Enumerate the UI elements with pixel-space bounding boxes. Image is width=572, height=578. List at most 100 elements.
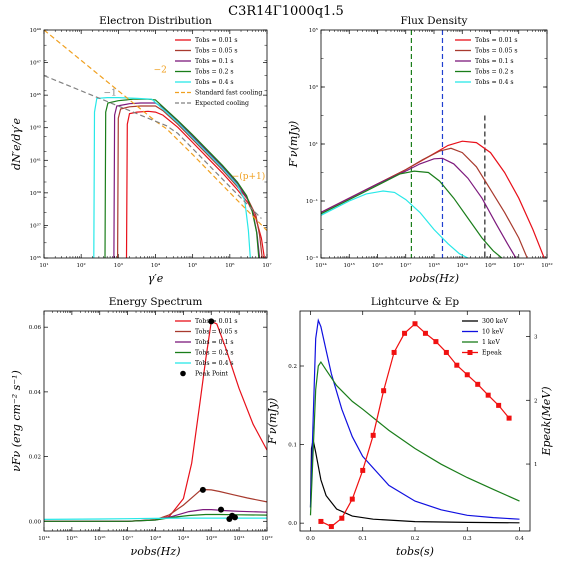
y-tick-label: 10³⁵	[30, 255, 41, 262]
y-tick-label: 10³⁹	[30, 190, 42, 197]
plot-area	[44, 318, 267, 523]
x-tick-label: 10¹⁸	[428, 262, 440, 269]
series-marker	[391, 349, 397, 355]
legend-label: Peak Point	[195, 371, 229, 378]
legend-label: Tobs = 0.1 s	[195, 58, 234, 65]
peak-point	[231, 514, 238, 521]
series-line	[117, 105, 263, 258]
x-tick-label: 10¹⁹	[178, 535, 190, 542]
plot-area	[44, 30, 267, 258]
y-axis-label: F′ν(mJy)	[287, 121, 300, 168]
y2-tick-label: 1	[534, 462, 538, 468]
peak-point	[208, 318, 215, 325]
x-tick-label: 10¹⁹	[457, 262, 469, 269]
x-tick-label: 0.3	[463, 536, 472, 542]
y-tick-label: 10⁴⁹	[30, 27, 42, 34]
legend-label: Tobs = 0.05 s	[195, 48, 238, 55]
x-tick-label: 10⁵	[188, 262, 197, 269]
series-marker	[381, 388, 387, 394]
series-line	[309, 439, 520, 524]
series-line	[320, 322, 510, 528]
series-line	[309, 361, 520, 516]
legend-label: 10 keV	[482, 329, 504, 336]
panel-title: Energy Spectrum	[109, 296, 203, 308]
series-line	[321, 190, 469, 258]
panel-energy: Energy Spectrum 10¹⁴ 10¹⁵ 10¹⁶ 10¹⁷ 10¹⁸ 10¹⁹ 1…	[10, 296, 273, 558]
x-axis-label: γ′e	[148, 272, 164, 285]
legend-label: Tobs = 0.2 s	[195, 350, 234, 357]
legend-label: Tobs = 0.2 s	[475, 69, 514, 76]
panel-flux: Flux Density 10¹⁴ 10¹⁵ 10¹⁶ 10¹⁷ 10¹⁸ 10¹⁹ 10²⁰…	[287, 15, 553, 285]
y-tick-label: 0.00	[29, 519, 42, 525]
series-marker	[339, 515, 345, 521]
annotation-label: −1	[103, 88, 116, 98]
x-axis-label: νobs(Hz)	[131, 545, 181, 558]
x-tick-label: 10¹⁵	[344, 262, 355, 269]
series-line	[104, 98, 260, 258]
legend-label: 300 keV	[482, 318, 508, 325]
x-tick-label: 10¹⁶	[372, 262, 384, 269]
x-tick-label: 10⁶	[225, 262, 235, 269]
axes-frame	[299, 310, 531, 532]
y-tick-label: 0.0	[288, 521, 297, 527]
annotation-label: −(p+1)	[232, 171, 266, 182]
y-tick-label: 10⁴⁷	[30, 60, 42, 67]
series-marker	[506, 415, 512, 421]
legend-label: Tobs = 0.01 s	[195, 318, 238, 325]
series-line	[321, 147, 528, 258]
series-marker	[496, 402, 502, 408]
series-line	[321, 170, 503, 258]
y-tick-label: 10⁻¹	[306, 198, 318, 205]
y-axis-label: F′ν(mJy)	[266, 398, 279, 445]
y-tick-label: 10³⁷	[30, 222, 42, 229]
legend-label: Tobs = 0.4 s	[195, 79, 234, 86]
series-marker	[349, 496, 355, 502]
y-tick-label: 0.02	[29, 455, 41, 461]
axes-frame	[320, 29, 548, 259]
legend-marker	[180, 370, 186, 377]
x-tick-label: 10⁴	[151, 262, 161, 269]
figure-title: C3R14Γ1000q1.5	[228, 4, 344, 19]
series-marker	[370, 432, 376, 438]
series-marker	[454, 362, 460, 368]
y-tick-label: 0.2	[288, 364, 297, 370]
y-tick-label: 0.04	[29, 390, 42, 396]
x-tick-label: 10²²	[541, 262, 552, 269]
legend-label: Tobs = 0.01 s	[475, 37, 518, 44]
x-tick-label: 10¹⁷	[122, 535, 134, 542]
legend-label: Tobs = 0.05 s	[475, 48, 518, 55]
legend-label: 1 keV	[482, 339, 500, 346]
x-tick-label: 10¹⁴	[38, 535, 50, 542]
plot-area	[309, 318, 520, 530]
series-line	[309, 318, 520, 520]
series-marker	[328, 524, 334, 530]
series-marker	[318, 518, 324, 524]
x-tick-label: 0.0	[306, 536, 315, 542]
y-tick-label: 10⁴⁵	[30, 92, 41, 99]
y-tick-label: 10⁻³	[306, 255, 318, 262]
y-tick-label: 10¹	[309, 141, 318, 148]
panel-title: Electron Distribution	[99, 15, 212, 27]
legend-marker	[467, 350, 473, 355]
series-marker	[402, 330, 408, 336]
panel-lightcurve: Lightcurve & Ep 0.0 0.1 0.2 0.3 0.4 0.0 0.1 0.2 t…	[266, 296, 553, 558]
panel-title: Lightcurve & Ep	[371, 296, 460, 308]
x-tick-label: 10²¹	[513, 262, 524, 269]
peak-point	[218, 506, 225, 513]
x-tick-label: 0.4	[515, 536, 524, 542]
x-tick-label: 0.1	[358, 536, 367, 542]
legend-label: Expected cooling	[195, 100, 249, 107]
x-tick-label: 10¹⁸	[150, 535, 162, 542]
y-tick-label: 10³	[309, 84, 318, 91]
x-tick-label: 10¹	[39, 262, 48, 269]
x-tick-label: 10¹⁴	[315, 262, 327, 269]
legend-label: Tobs = 0.1 s	[475, 58, 514, 65]
series-line	[125, 110, 265, 258]
series-marker	[422, 330, 428, 336]
x-tick-label: 10²⁰	[206, 535, 218, 542]
series-marker	[485, 392, 491, 398]
legend-label: Tobs = 0.2 s	[195, 69, 234, 76]
series-marker	[464, 372, 470, 378]
legend-label: Tobs = 0.01 s	[195, 37, 238, 44]
